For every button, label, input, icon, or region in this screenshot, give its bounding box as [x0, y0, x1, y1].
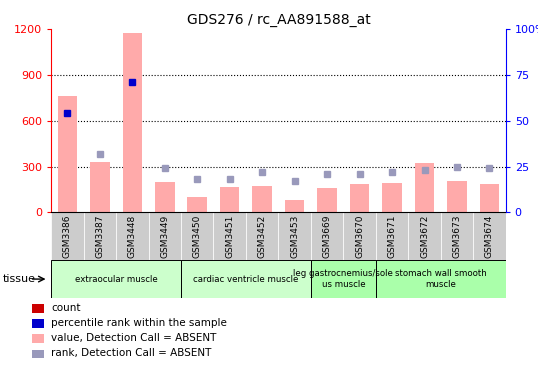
Bar: [246, 212, 278, 260]
Bar: [252, 186, 272, 212]
Text: GSM3386: GSM3386: [63, 214, 72, 258]
Text: percentile rank within the sample: percentile rank within the sample: [51, 318, 227, 328]
Bar: [311, 212, 343, 260]
Bar: [181, 260, 311, 298]
Text: GSM3387: GSM3387: [95, 214, 104, 258]
Bar: [447, 181, 467, 212]
Text: GSM3673: GSM3673: [452, 214, 462, 258]
Text: GSM3669: GSM3669: [323, 214, 331, 258]
Bar: [116, 212, 148, 260]
Text: value, Detection Call = ABSENT: value, Detection Call = ABSENT: [51, 333, 216, 343]
Text: GSM3451: GSM3451: [225, 214, 234, 258]
Bar: [214, 212, 246, 260]
Text: cardiac ventricle muscle: cardiac ventricle muscle: [193, 274, 299, 284]
Bar: [148, 212, 181, 260]
Bar: [408, 212, 441, 260]
Bar: [285, 200, 305, 212]
Bar: [376, 212, 408, 260]
Bar: [317, 188, 337, 212]
Bar: [383, 183, 402, 212]
Bar: [311, 260, 376, 298]
Bar: [83, 212, 116, 260]
Bar: [32, 304, 44, 313]
Text: GSM3672: GSM3672: [420, 214, 429, 258]
Title: GDS276 / rc_AA891588_at: GDS276 / rc_AA891588_at: [187, 13, 370, 27]
Bar: [32, 319, 44, 328]
Bar: [181, 212, 214, 260]
Bar: [473, 212, 506, 260]
Bar: [51, 260, 181, 298]
Bar: [220, 187, 239, 212]
Text: GSM3671: GSM3671: [387, 214, 397, 258]
Text: leg gastrocnemius/sole
us muscle: leg gastrocnemius/sole us muscle: [293, 269, 393, 289]
Bar: [343, 212, 376, 260]
Bar: [58, 96, 77, 212]
Text: rank, Detection Call = ABSENT: rank, Detection Call = ABSENT: [51, 348, 211, 358]
Text: extraocular muscle: extraocular muscle: [75, 274, 158, 284]
Text: GSM3452: GSM3452: [258, 214, 267, 258]
Text: stomach wall smooth
muscle: stomach wall smooth muscle: [395, 269, 487, 289]
Bar: [51, 212, 83, 260]
Bar: [350, 184, 369, 212]
Bar: [441, 212, 473, 260]
Bar: [90, 162, 110, 212]
Bar: [32, 335, 44, 343]
Bar: [187, 197, 207, 212]
Text: GSM3448: GSM3448: [128, 214, 137, 258]
Text: tissue: tissue: [3, 274, 36, 284]
Bar: [376, 260, 506, 298]
Bar: [32, 350, 44, 358]
Bar: [480, 184, 499, 212]
Bar: [155, 182, 174, 212]
Text: count: count: [51, 303, 81, 313]
Text: GSM3450: GSM3450: [193, 214, 202, 258]
Bar: [123, 33, 142, 212]
Text: GSM3449: GSM3449: [160, 214, 169, 258]
Text: GSM3670: GSM3670: [355, 214, 364, 258]
Bar: [415, 164, 434, 212]
Text: GSM3674: GSM3674: [485, 214, 494, 258]
Text: GSM3453: GSM3453: [290, 214, 299, 258]
Bar: [279, 212, 311, 260]
